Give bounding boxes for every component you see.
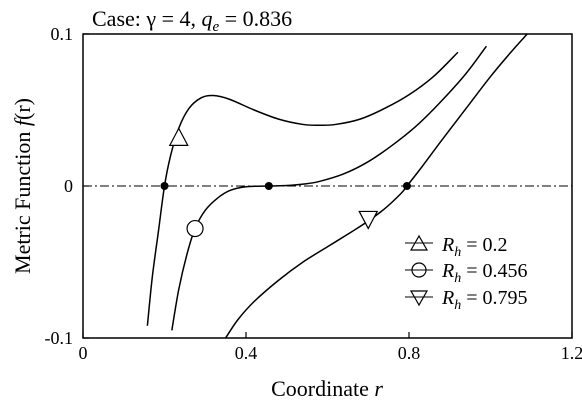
x-tick-label: 0.8 — [398, 343, 421, 363]
x-tick-label: 0.4 — [235, 343, 258, 363]
x-tick-label: 0 — [79, 343, 88, 363]
triangle-down-marker — [358, 210, 379, 230]
chart-title: Case: γ = 4, qe = 0.836 — [92, 6, 292, 35]
triangle-up-marker — [168, 127, 189, 146]
plot-frame — [82, 33, 573, 339]
y-tick-label: -0.1 — [45, 328, 74, 348]
legend-symbol-triangle-up — [405, 234, 433, 251]
series-line-rh-0-456 — [171, 45, 488, 331]
horizon-point — [160, 182, 169, 190]
legend-entry-rh-0-456: Rh = 0.456 — [405, 260, 528, 286]
legend-entry-rh-0-795: Rh = 0.795 — [405, 287, 528, 313]
circle-marker — [186, 219, 204, 238]
legend-label-rh-0-2: Rh = 0.2 — [441, 234, 508, 260]
horizon-point — [402, 182, 411, 190]
y-tick-label: 0 — [64, 176, 73, 196]
y-axis-label: Metric Function f(r) — [10, 98, 35, 274]
x-axis-label: Coordinate r — [271, 376, 383, 401]
legend-symbol-circle — [405, 262, 433, 278]
legend-label-rh-0-795: Rh = 0.795 — [441, 287, 528, 313]
legend-entry-rh-0-2: Rh = 0.2 — [405, 234, 508, 260]
legend-symbol-triangle-down — [405, 290, 433, 307]
legend: Rh = 0.2 Rh = 0.456 Rh = 0.795 — [405, 234, 528, 313]
legend-label-rh-0-456: Rh = 0.456 — [441, 260, 528, 286]
horizon-point — [264, 182, 273, 190]
series-line-rh-0-795 — [225, 34, 528, 338]
series-line-rh-0-2 — [146, 51, 459, 326]
x-tick-label: 1.2 — [561, 343, 582, 363]
y-tick-label: 0.1 — [51, 24, 74, 44]
